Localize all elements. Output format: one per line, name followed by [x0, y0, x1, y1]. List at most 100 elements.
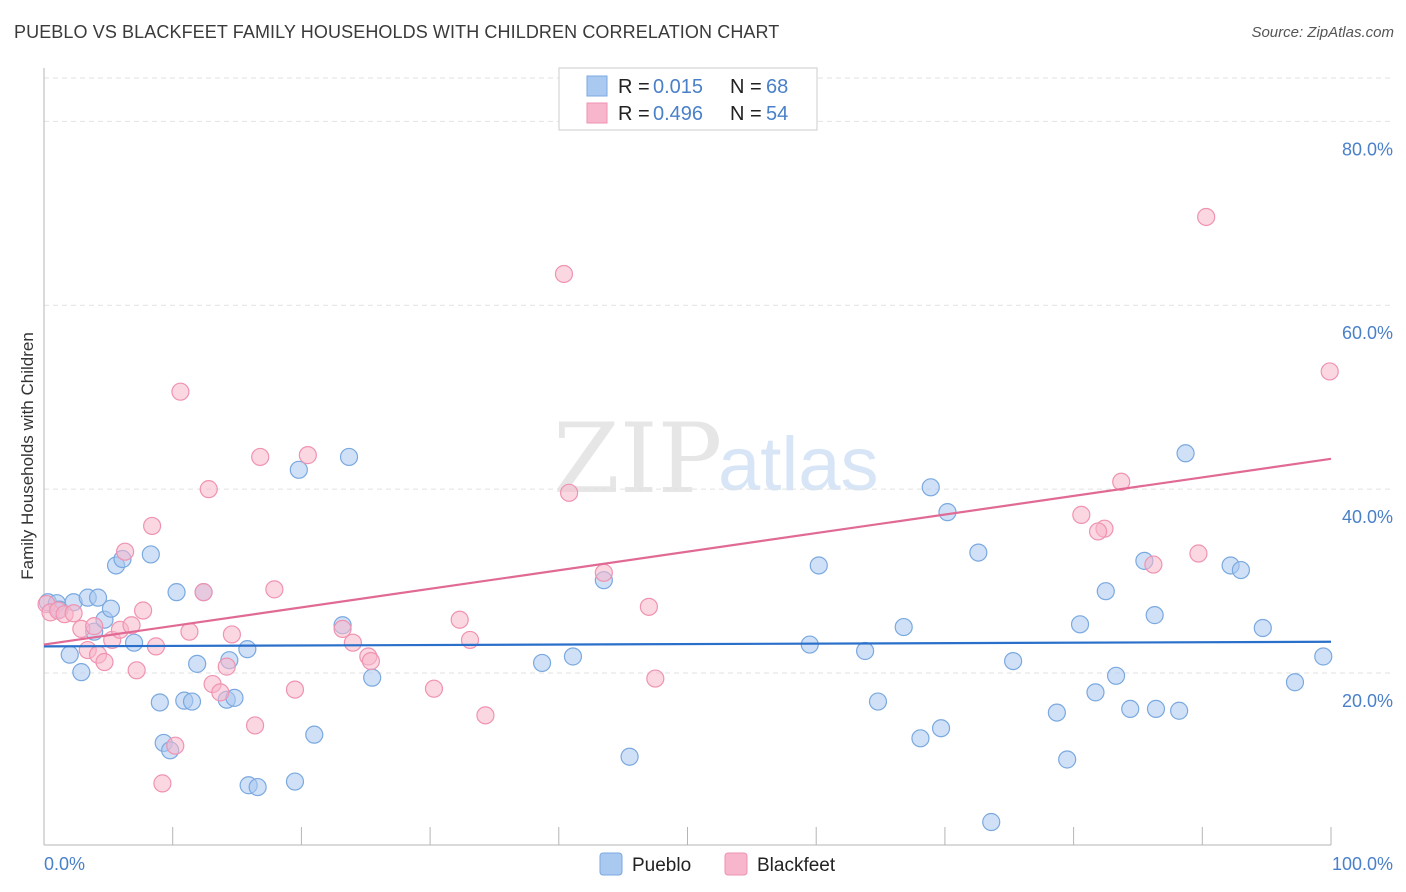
- blackfeet-point: [1112, 472, 1131, 491]
- trend-lines: [43, 457, 1332, 648]
- pueblo-point: [868, 692, 888, 711]
- blackfeet-point: [194, 583, 213, 602]
- pueblo-point: [938, 503, 957, 522]
- pueblo-point: [363, 668, 382, 687]
- y-tick-label: 80.0%: [1342, 139, 1393, 159]
- blackfeet-point: [122, 616, 141, 635]
- blackfeet-point: [133, 601, 153, 620]
- legend-swatch-blackfeet: [586, 102, 608, 124]
- pueblo-point: [1096, 582, 1115, 601]
- pueblo-point: [1086, 683, 1105, 702]
- pueblo-point: [969, 543, 988, 562]
- legend-n-label-pueblo: N =: [730, 76, 762, 98]
- pueblo-point: [563, 647, 583, 666]
- legend-n-value-pueblo: 68: [766, 76, 788, 98]
- blackfeet-point: [217, 657, 236, 676]
- y-tick-label: 40.0%: [1342, 507, 1393, 527]
- pueblo-point: [289, 460, 308, 479]
- blackfeet-point: [64, 604, 83, 623]
- blackfeet-point: [1320, 362, 1339, 381]
- pueblo-point: [124, 633, 144, 652]
- watermark-atlas: atlas: [718, 422, 879, 507]
- bottom-legend-pueblo: Pueblo: [632, 855, 691, 876]
- pueblo-point: [931, 719, 951, 738]
- pueblo-point: [1070, 615, 1090, 634]
- pueblo-point: [339, 447, 359, 467]
- legend-r-label-pueblo: R =: [618, 76, 650, 98]
- blackfeet-point: [95, 652, 114, 672]
- pueblo-point: [894, 617, 913, 637]
- pueblo-point: [1004, 651, 1023, 671]
- pueblo-point: [532, 653, 552, 673]
- pueblo-point: [72, 663, 91, 682]
- pueblo-point: [238, 640, 257, 659]
- blackfeet-point: [646, 669, 665, 688]
- blackfeet-point: [166, 736, 185, 755]
- x-ticks: [172, 827, 1332, 845]
- pueblo-trend-line: [43, 640, 1332, 648]
- pueblo-point: [88, 588, 108, 607]
- blackfeet-point: [245, 716, 265, 735]
- blackfeet-point: [333, 619, 352, 639]
- legend-swatch-pueblo: [586, 75, 608, 97]
- y-tick-label: 60.0%: [1342, 323, 1393, 343]
- legend-r-label-blackfeet: R =: [618, 103, 650, 125]
- blackfeet-point: [127, 661, 146, 680]
- pueblo-point: [620, 747, 639, 766]
- legend-box: R = 0.015 N = 68 R = 0.496 N = 54: [558, 67, 818, 131]
- pueblo-point: [60, 645, 79, 664]
- pueblo-point: [1146, 699, 1166, 719]
- pueblo-point: [1253, 618, 1272, 638]
- pueblo-point: [188, 654, 207, 673]
- blackfeet-point: [1088, 522, 1108, 541]
- pueblo-point: [150, 693, 169, 712]
- blackfeet-point: [424, 679, 444, 698]
- blackfeet-point: [1144, 555, 1163, 574]
- pueblo-point: [1058, 750, 1077, 769]
- pueblo-point: [1314, 647, 1333, 666]
- pueblo-point: [911, 729, 930, 748]
- blackfeet-point: [211, 683, 230, 702]
- blackfeet-point: [559, 483, 579, 502]
- blackfeet-point: [1189, 544, 1208, 563]
- pueblo-point: [1145, 606, 1164, 625]
- pueblo-point: [1285, 673, 1305, 692]
- blackfeet-point: [153, 774, 172, 793]
- blackfeet-point: [265, 580, 284, 599]
- source-label: Source: ZipAtlas.com: [1251, 24, 1394, 41]
- x-tick-label-0: 0.0%: [44, 854, 85, 874]
- blackfeet-point: [1072, 505, 1091, 524]
- blackfeet-point: [361, 651, 380, 671]
- pueblo-point: [1047, 703, 1066, 722]
- legend-r-value-pueblo: 0.015: [653, 76, 703, 98]
- bottom-legend-swatch-blackfeet: [724, 852, 748, 876]
- blackfeet-point: [85, 617, 104, 636]
- y-axis-label: Family Households with Children: [18, 332, 37, 580]
- legend-r-value-blackfeet: 0.496: [653, 103, 703, 125]
- pueblo-point: [809, 556, 828, 575]
- pueblo-point: [248, 777, 267, 797]
- y-tick-labels: 20.0% 40.0% 60.0% 80.0%: [1342, 139, 1393, 711]
- blackfeet-point: [251, 447, 270, 467]
- pueblo-point: [1121, 699, 1140, 719]
- blackfeet-point: [222, 625, 242, 644]
- x-tick-label-100: 100.0%: [1332, 854, 1393, 874]
- pueblo-point: [982, 812, 1001, 832]
- blackfeet-point: [554, 264, 574, 284]
- pueblo-point: [856, 641, 875, 661]
- pueblo-point: [1106, 666, 1126, 685]
- blackfeet-point: [639, 597, 658, 616]
- blackfeet-point: [594, 563, 613, 582]
- blackfeet-point: [450, 610, 469, 629]
- chart-title: PUEBLO VS BLACKFEET FAMILY HOUSEHOLDS WI…: [14, 22, 780, 42]
- legend-n-value-blackfeet: 54: [766, 103, 788, 125]
- watermark-zip: ZIP: [553, 403, 722, 515]
- bottom-legend-swatch-pueblo: [599, 852, 623, 876]
- y-tick-label: 20.0%: [1342, 691, 1393, 711]
- pueblo-point: [1231, 560, 1251, 580]
- blackfeet-trend-line: [43, 457, 1332, 646]
- blackfeet-point: [171, 382, 190, 401]
- pueblo-point: [101, 599, 121, 618]
- pueblo-point: [141, 545, 160, 564]
